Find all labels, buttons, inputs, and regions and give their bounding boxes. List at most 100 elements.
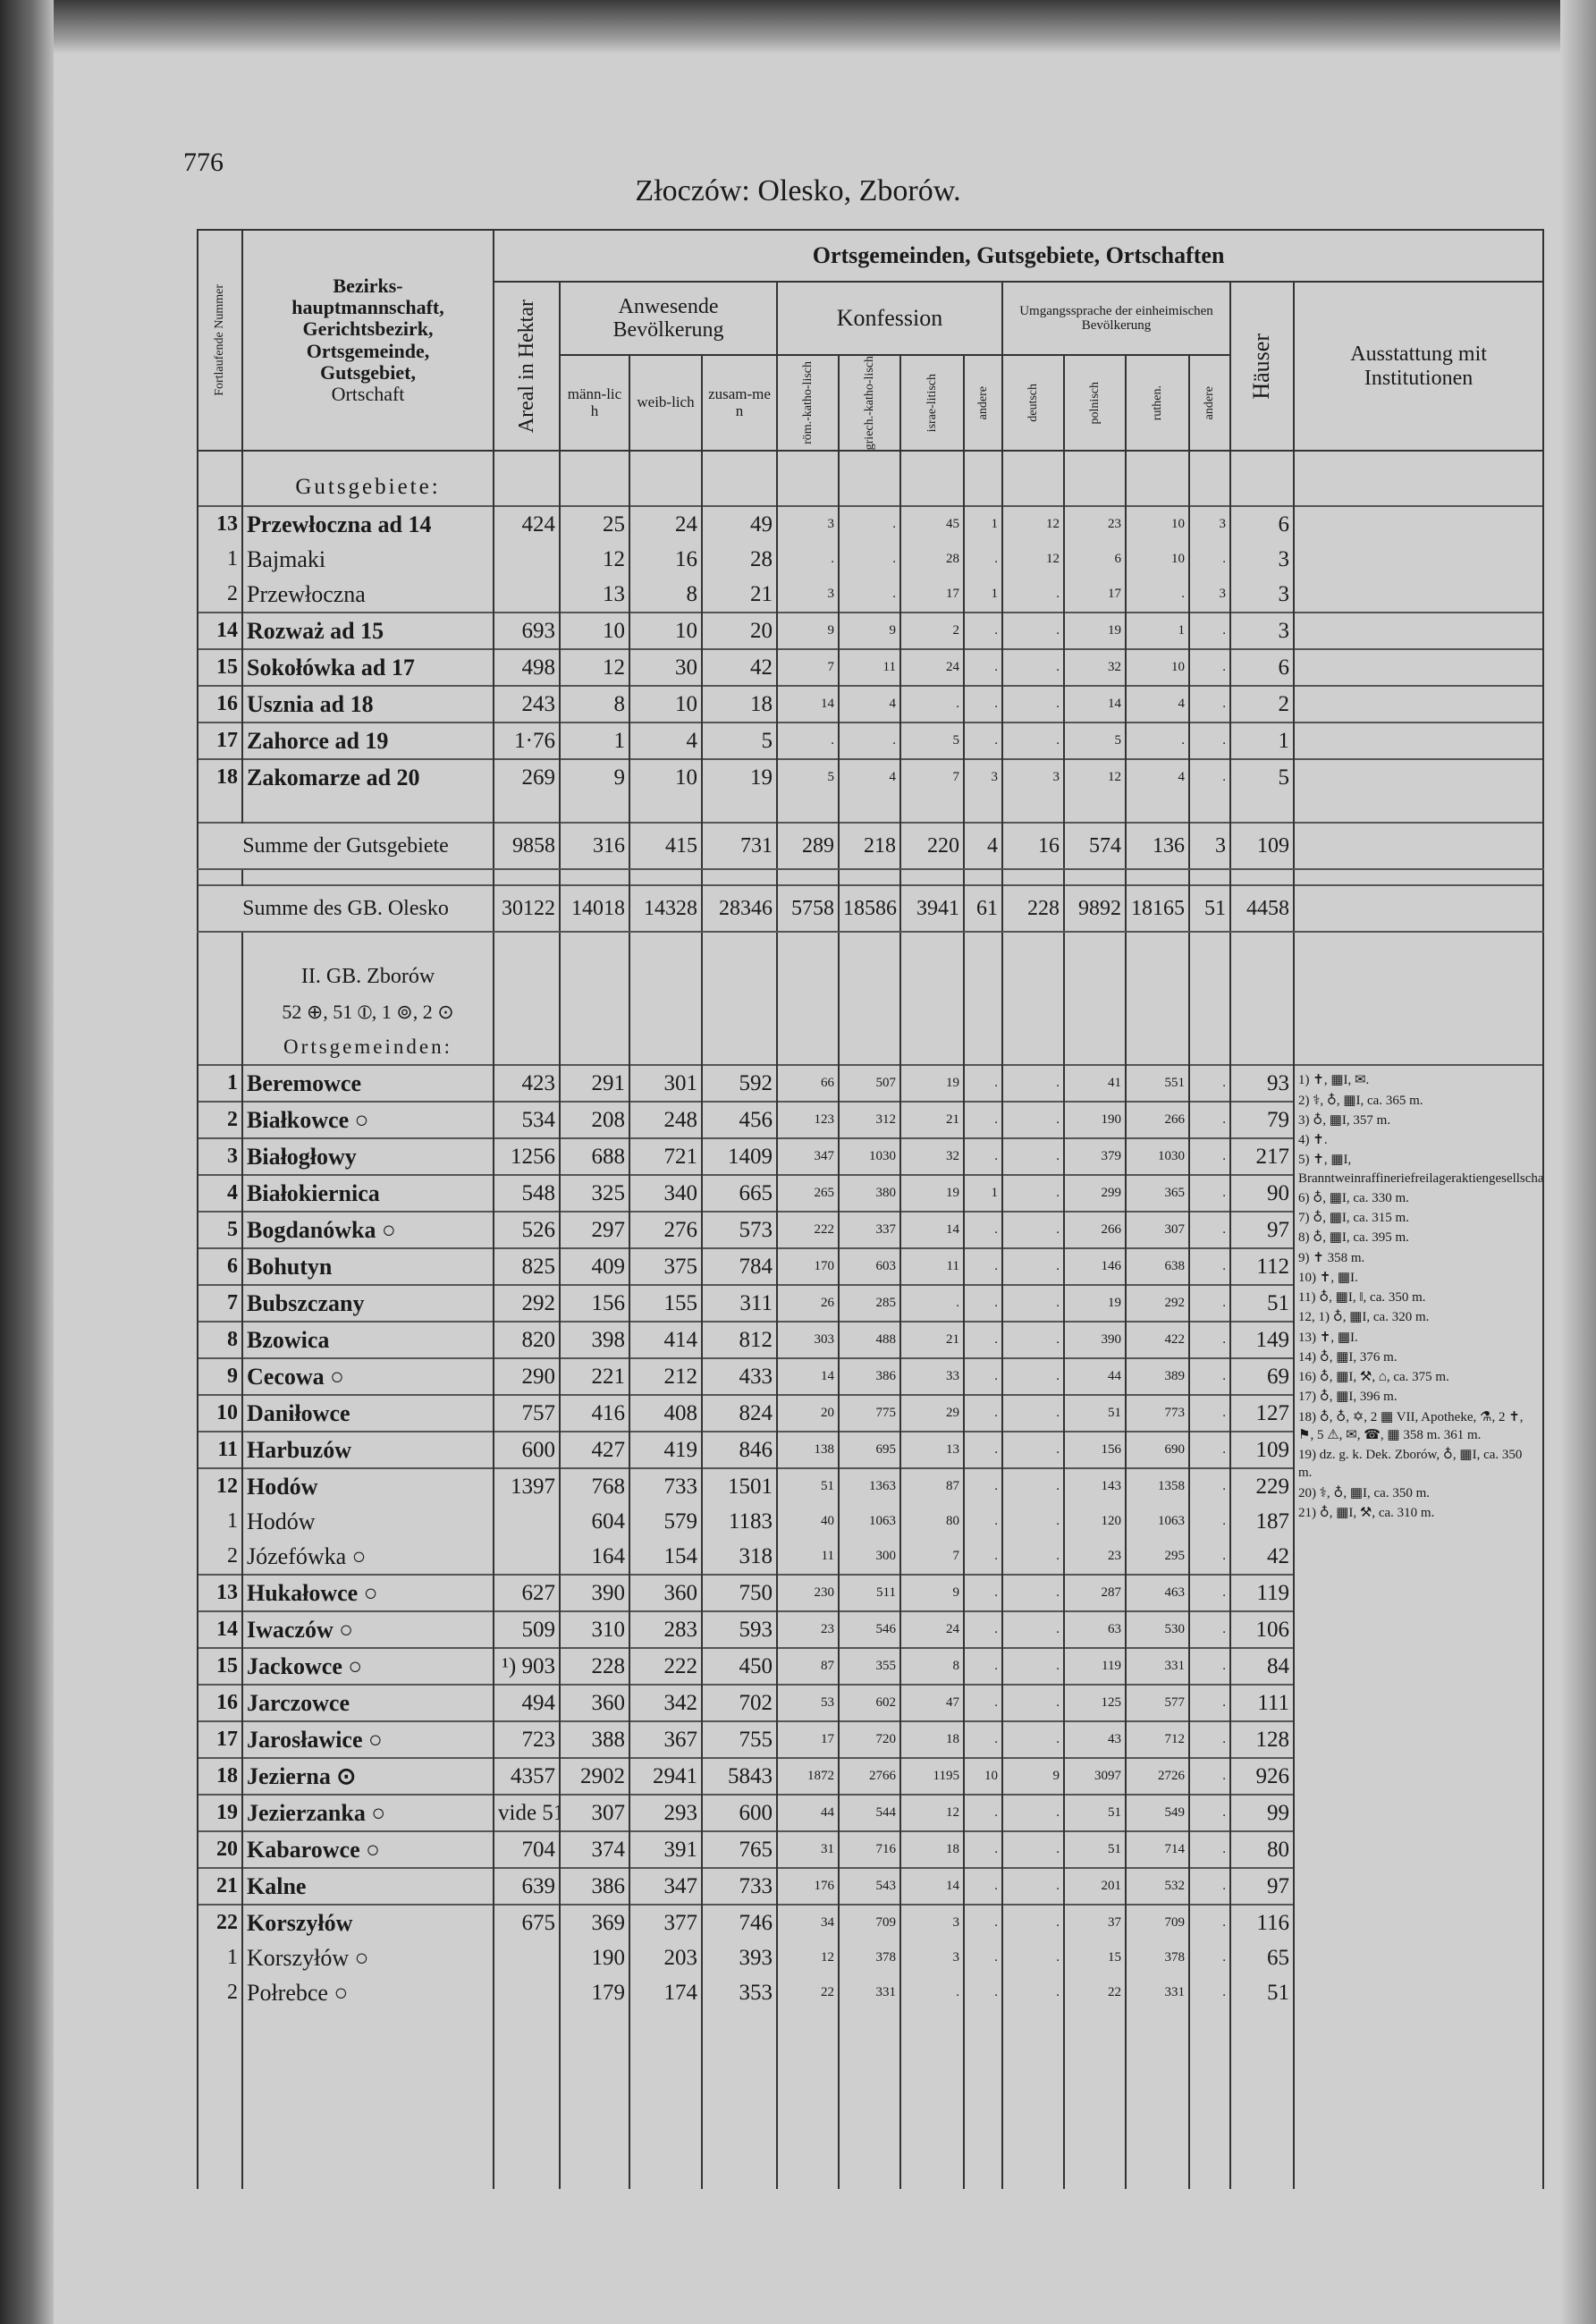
cell: 220	[899, 822, 965, 871]
cell: .	[1001, 1574, 1065, 1612]
cell: 13	[197, 505, 243, 543]
table-row: 16 Jarczowce 494 360 342 702 53 602 47.. 125 577. 1…	[197, 1684, 1543, 1722]
cell: 127	[1229, 1394, 1295, 1432]
cell: 80	[1229, 1830, 1295, 1869]
cell	[1229, 994, 1295, 1030]
cell: .	[838, 722, 901, 760]
cell: 221	[559, 1357, 630, 1396]
cell: 23	[776, 1610, 840, 1649]
cell	[1188, 869, 1231, 886]
cell: 3	[899, 1940, 965, 1976]
table-body: Gutsgebiete: 13 Przewłoczna ad 14 424 25 24 49…	[197, 451, 1545, 2190]
cell: 1358	[1125, 1467, 1190, 1505]
cell: 1409	[701, 1137, 778, 1176]
cell: 283	[629, 1610, 703, 1649]
cell	[701, 994, 778, 1030]
cell: 544	[838, 1794, 901, 1832]
place-name: Bohutyn	[241, 1247, 494, 1286]
cell	[629, 469, 703, 507]
cell	[629, 2010, 703, 2190]
cell	[963, 959, 1003, 995]
cell: .	[1125, 722, 1190, 760]
cell: 51	[1063, 1394, 1127, 1432]
table-row: 1 Hodów 604 579 1183 40 1063 80.. 120 1063. 187	[197, 1504, 1543, 1540]
cell: 11	[838, 648, 901, 687]
cell	[1188, 795, 1231, 824]
cell: 3	[776, 505, 840, 543]
cell: .	[1001, 1064, 1065, 1103]
cell	[1292, 758, 1545, 796]
cell: 6	[197, 1247, 243, 1286]
header-cell: griech.-katho-lisch	[838, 353, 901, 452]
scan-edge	[0, 0, 1596, 54]
cell	[629, 869, 703, 886]
section-heading: II. GB. Zborów	[241, 959, 494, 995]
cell: 90	[1229, 1174, 1295, 1213]
cell: .	[899, 1975, 965, 2011]
cell	[899, 451, 965, 470]
cell: 312	[838, 1101, 901, 1139]
cell: .	[963, 1647, 1003, 1686]
cell	[899, 994, 965, 1030]
cell: .	[1001, 1137, 1065, 1176]
cell: .	[963, 1321, 1003, 1359]
cell: .	[1001, 1431, 1065, 1469]
table-row: 18 Jezierna ⊙ 4357 2902 2941 5843 1872 2766 1195…	[197, 1757, 1543, 1796]
cell: 307	[1125, 1211, 1190, 1249]
cell: 1063	[838, 1504, 901, 1540]
cell: 190	[1063, 1101, 1127, 1139]
cell: 3	[1188, 505, 1231, 543]
cell	[1063, 469, 1127, 507]
cell: 228	[1001, 884, 1065, 934]
header-cell: Anwesende Bevölkerung	[559, 281, 778, 356]
header-cell: Konfession	[776, 281, 1003, 356]
cell	[629, 451, 703, 470]
cell: 846	[701, 1431, 778, 1469]
table-row: 4 Białokiernica 548 325 340 665 265 380 19 1. 299 3…	[197, 1174, 1543, 1213]
cell: 604	[559, 1504, 630, 1540]
cell: .	[963, 722, 1003, 760]
cell: .	[1188, 1247, 1231, 1286]
cell: 1	[963, 505, 1003, 543]
place-name: Hodów	[241, 1467, 494, 1505]
cell: 28346	[701, 884, 778, 934]
cell	[197, 469, 243, 507]
cell: 11	[899, 1247, 965, 1286]
cell: 1872	[776, 1757, 840, 1796]
cell: 109	[1229, 1431, 1295, 1469]
cell: 45	[899, 505, 965, 543]
cell: 53	[776, 1684, 840, 1722]
cell: 2	[1229, 685, 1295, 723]
cell: 424	[493, 505, 561, 543]
cell	[1125, 1029, 1190, 1066]
cell	[963, 2010, 1003, 2190]
cell: 190	[559, 1940, 630, 1976]
cell: 9	[776, 612, 840, 650]
cell	[629, 994, 703, 1030]
cell	[1292, 884, 1545, 934]
place-name: Beremowce	[241, 1064, 494, 1103]
sum-label: Summe der Gutsgebiete	[197, 822, 494, 871]
cell	[1125, 795, 1190, 824]
place-name: Bogdanówka ○	[241, 1211, 494, 1249]
cell: 4	[838, 685, 901, 723]
cell	[838, 932, 901, 960]
cell: 97	[1229, 1211, 1295, 1249]
cell: 120	[1063, 1504, 1127, 1540]
page-title: Złoczów: Olesko, Zborów.	[635, 174, 961, 207]
cell: .	[1188, 685, 1231, 723]
cell: 170	[776, 1247, 840, 1286]
cell: .	[1001, 1504, 1065, 1540]
header-cell: polnisch	[1063, 353, 1127, 452]
cell: 149	[1229, 1321, 1295, 1359]
cell: 12	[1001, 542, 1065, 578]
header-row: männ-lich weib-lich zusam-men röm.-katho-li…	[198, 353, 1543, 452]
cell	[1292, 1029, 1545, 1066]
cell: 18	[899, 1830, 965, 1869]
cell	[1188, 451, 1231, 470]
header-cell: Bezirks-hauptmannschaft, Gerichtsbezirk, O…	[241, 228, 494, 452]
place-name: Jezierna ⊙	[241, 1757, 494, 1796]
cell: 1	[963, 577, 1003, 613]
cell	[838, 959, 901, 995]
cell: .	[776, 542, 840, 578]
